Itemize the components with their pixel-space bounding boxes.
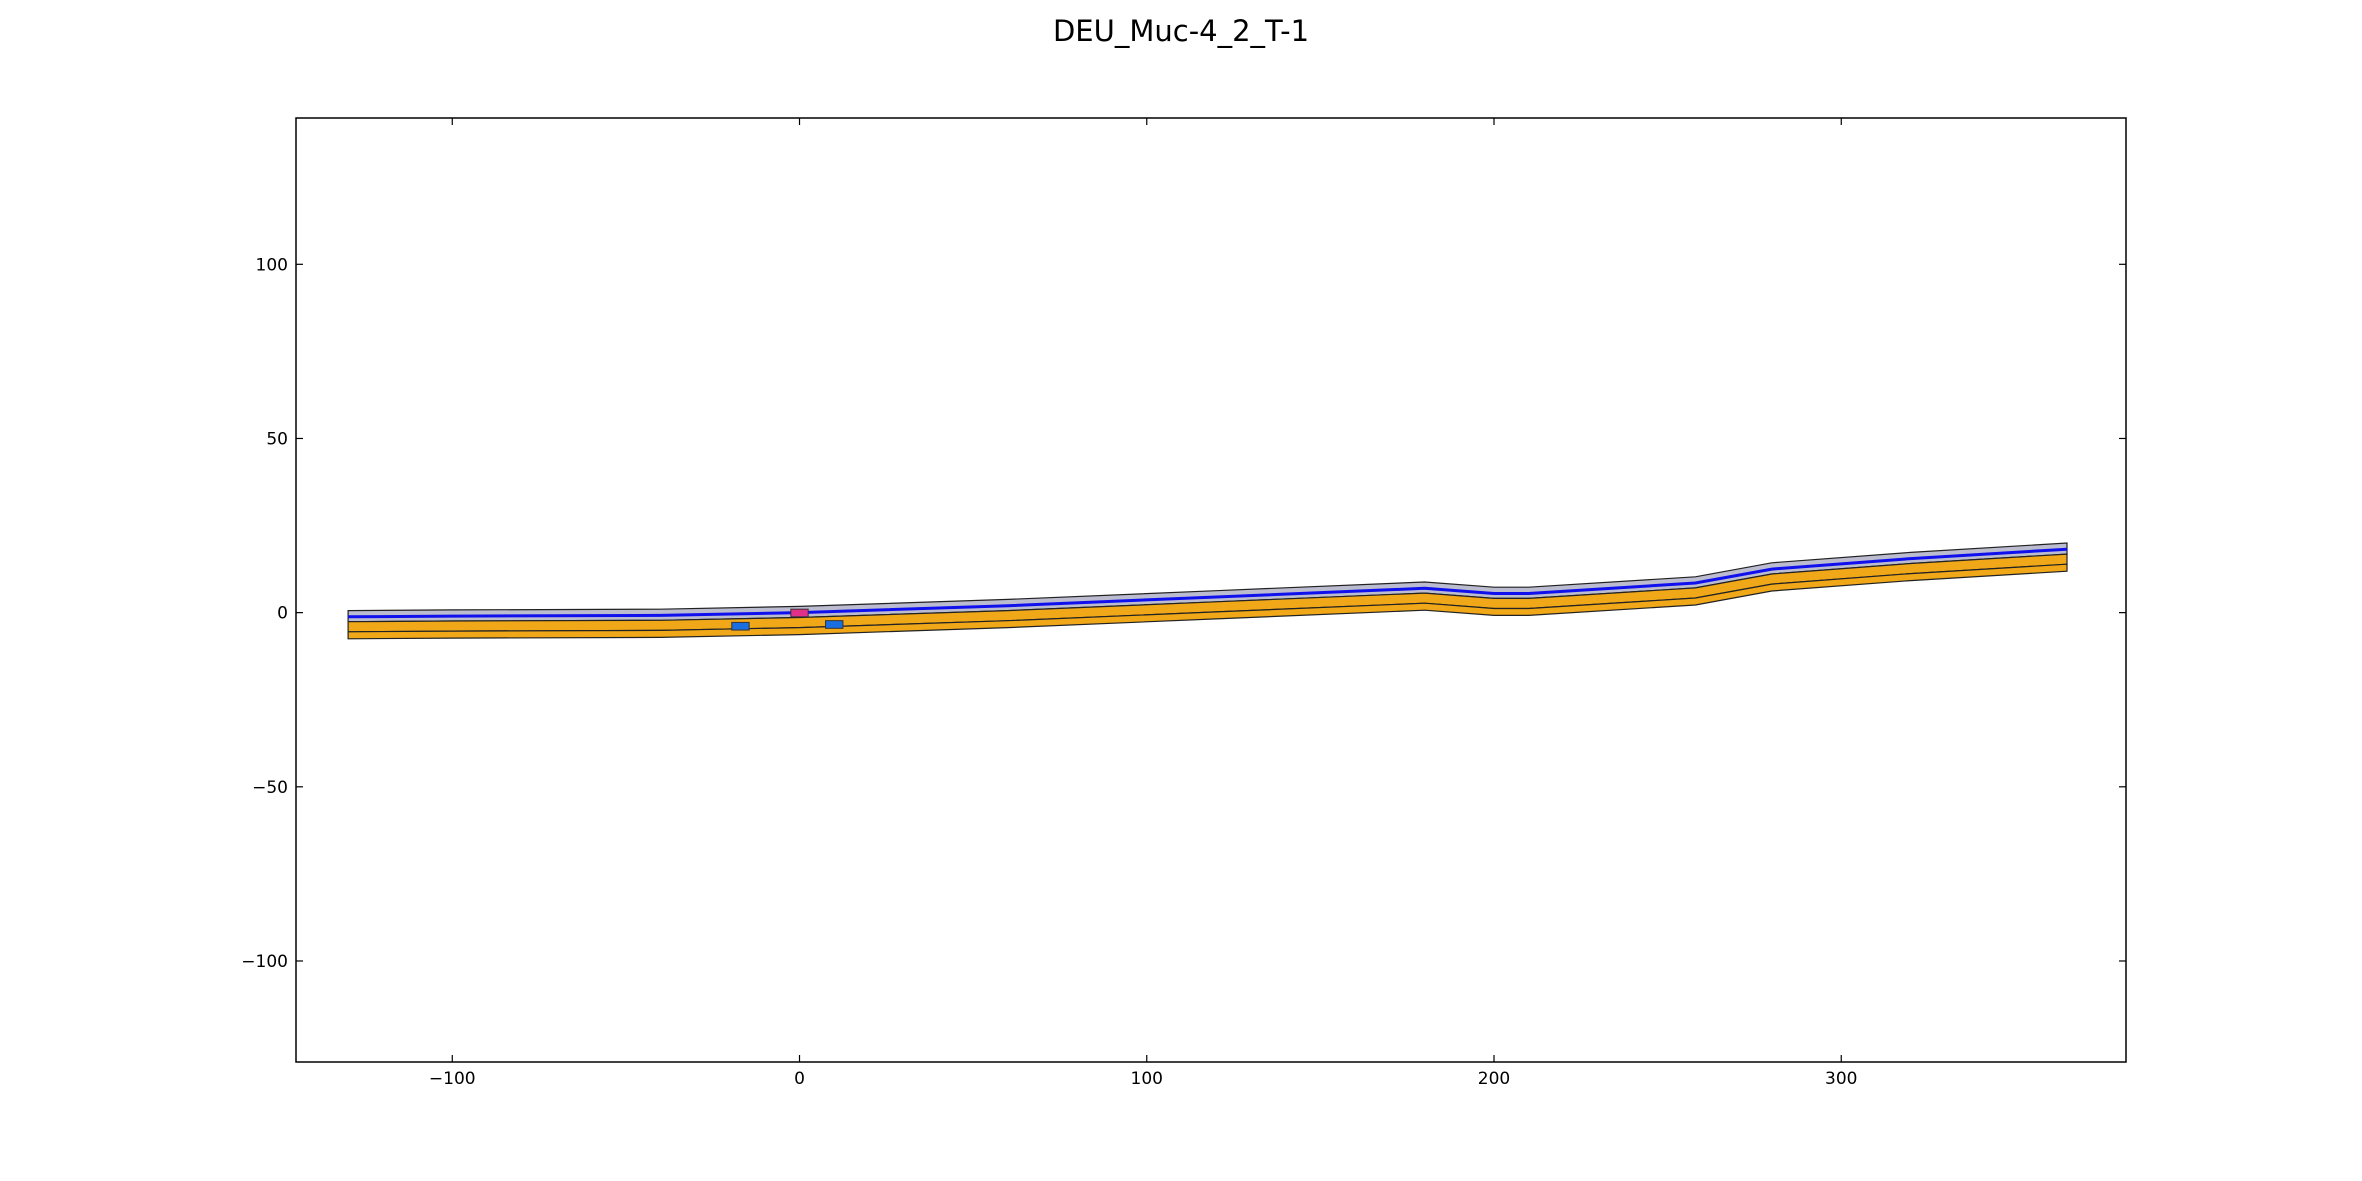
obstacle-1 — [731, 621, 750, 631]
x-tick-label: 200 — [1478, 1069, 1510, 1089]
object-layer — [731, 608, 844, 631]
y-tick-label: 0 — [277, 604, 288, 624]
plot-frame — [295, 117, 2127, 1063]
y-tick-label: −100 — [241, 952, 288, 972]
centerline-series — [348, 547, 2068, 619]
x-tick-label: 0 — [794, 1069, 805, 1089]
lane-3 — [347, 563, 2068, 640]
y-tick-label: 50 — [266, 429, 288, 449]
tick-layer: −100 0 100 200 300 −100 −50 0 50 100 — [241, 118, 2126, 1089]
x-tick-label: 300 — [1825, 1069, 1857, 1089]
x-tick-label: 100 — [1131, 1069, 1163, 1089]
y-tick-label: 100 — [256, 255, 288, 275]
y-tick-label: −50 — [252, 778, 288, 798]
chart-title: DEU_Muc-4_2_T-1 — [1052, 14, 1310, 48]
lane-layer — [347, 542, 2068, 640]
obstacle-2 — [825, 620, 844, 629]
x-tick-label: −100 — [429, 1069, 476, 1089]
ego-vehicle — [790, 608, 809, 618]
